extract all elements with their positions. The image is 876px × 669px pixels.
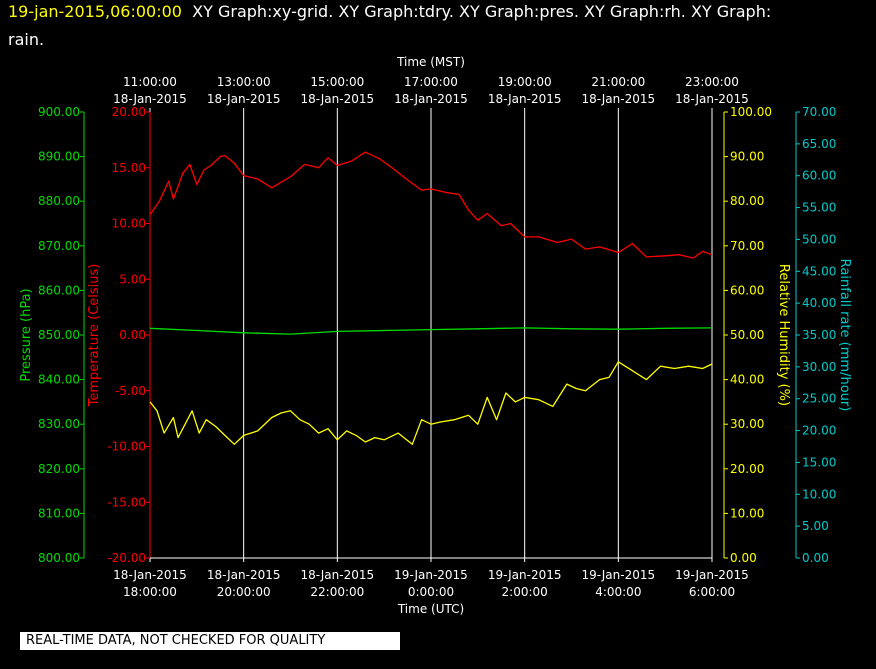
- top-tick-label-date: 18-Jan-2015: [113, 92, 187, 106]
- rain-axis-title: Rainfall rate (mm/hour): [837, 259, 852, 412]
- humidity-tick-label: 10.00: [730, 506, 764, 520]
- bottom-tick-label-date: 18-Jan-2015: [301, 568, 375, 582]
- data-series: [149, 151, 713, 445]
- humidity-tick-label: 80.00: [730, 194, 764, 208]
- pressure-tick-label: 890.00: [38, 150, 80, 164]
- rain-tick-label: 10.00: [802, 487, 836, 501]
- bottom-tick-label-time: 22:00:00: [310, 585, 364, 599]
- top-tick-label-date: 18-Jan-2015: [394, 92, 468, 106]
- humidity-tick-label: 0.00: [730, 551, 757, 565]
- series-pres-line: [149, 327, 713, 335]
- bottom-tick-label-time: 20:00:00: [217, 585, 271, 599]
- rain-tick-label: 25.00: [802, 392, 836, 406]
- temperature-tick-label: 10.00: [112, 217, 146, 231]
- top-axis-title: Time (MST): [396, 55, 465, 69]
- top-tick-label-date: 18-Jan-2015: [675, 92, 749, 106]
- rain-tick-label: 5.00: [802, 519, 829, 533]
- rain-tick-label: 30.00: [802, 360, 836, 374]
- temperature-axis-title: Temperature (Celsius): [87, 264, 102, 408]
- bottom-tick-label-date: 19-Jan-2015: [582, 568, 656, 582]
- rain-tick-label: 50.00: [802, 232, 836, 246]
- quality-disclaimer: REAL-TIME DATA, NOT CHECKED FOR QUALITY: [20, 632, 400, 650]
- series-tdry-line: [149, 151, 713, 259]
- top-tick-label-time: 11:00:00: [123, 75, 177, 89]
- top-tick-label-time: 21:00:00: [591, 75, 645, 89]
- pressure-tick-label: 850.00: [38, 328, 80, 342]
- temperature-tick-label: 5.00: [119, 272, 146, 286]
- top-tick-label-time: 13:00:00: [217, 75, 271, 89]
- temperature-tick-label: 20.00: [112, 105, 146, 119]
- humidity-axis-title: Relative Humidity (%): [776, 264, 791, 406]
- bottom-tick-label-date: 19-Jan-2015: [488, 568, 562, 582]
- bottom-tick-label-time: 2:00:00: [502, 585, 548, 599]
- temperature-tick-label: -20.00: [107, 551, 146, 565]
- rain-tick-label: 20.00: [802, 424, 836, 438]
- axes: [80, 108, 800, 562]
- rain-tick-label: 0.00: [802, 551, 829, 565]
- pressure-tick-label: 820.00: [38, 462, 80, 476]
- top-tick-label-time: 23:00:00: [685, 75, 739, 89]
- title-graph-list: XY Graph:xy-grid. XY Graph:tdry. XY Grap…: [192, 2, 772, 21]
- top-tick-label-date: 18-Jan-2015: [301, 92, 375, 106]
- top-tick-label-date: 18-Jan-2015: [582, 92, 656, 106]
- top-tick-label-date: 18-Jan-2015: [207, 92, 281, 106]
- temperature-tick-label: -5.00: [115, 384, 146, 398]
- rain-tick-label: 40.00: [802, 296, 836, 310]
- title-date: 19-jan-2015,06:00:00: [8, 2, 182, 21]
- bottom-axis-title: Time (UTC): [397, 602, 464, 616]
- series-rh-line: [149, 361, 713, 445]
- temperature-tick-label: -15.00: [107, 495, 146, 509]
- bottom-tick-label-date: 18-Jan-2015: [207, 568, 281, 582]
- top-tick-label-date: 18-Jan-2015: [488, 92, 562, 106]
- humidity-tick-label: 30.00: [730, 417, 764, 431]
- rain-tick-label: 35.00: [802, 328, 836, 342]
- pressure-tick-label: 830.00: [38, 417, 80, 431]
- bottom-tick-label-date: 19-Jan-2015: [675, 568, 749, 582]
- axis-labels: 11:00:00 18-Jan-2015 13:00:00 18-Jan-2015 15…: [19, 55, 852, 616]
- chart-title-line1: 19-jan-2015,06:00:00 XY Graph:xy-grid. X…: [8, 2, 771, 21]
- humidity-tick-label: 60.00: [730, 283, 764, 297]
- temperature-tick-label: 15.00: [112, 161, 146, 175]
- bottom-tick-label-date: 19-Jan-2015: [394, 568, 468, 582]
- top-tick-label-time: 17:00:00: [404, 75, 458, 89]
- rain-tick-label: 60.00: [802, 169, 836, 183]
- humidity-tick-label: 50.00: [730, 328, 764, 342]
- rain-tick-label: 45.00: [802, 264, 836, 278]
- bottom-tick-label-time: 18:00:00: [123, 585, 177, 599]
- bottom-tick-label-date: 18-Jan-2015: [113, 568, 187, 582]
- pressure-tick-label: 810.00: [38, 506, 80, 520]
- top-tick-label-time: 19:00:00: [498, 75, 552, 89]
- humidity-tick-label: 20.00: [730, 462, 764, 476]
- pressure-tick-label: 840.00: [38, 373, 80, 387]
- grid-lines: [243, 112, 619, 558]
- rain-tick-label: 70.00: [802, 105, 836, 119]
- bottom-tick-label-time: 0:00:00: [408, 585, 454, 599]
- humidity-tick-label: 70.00: [730, 239, 764, 253]
- humidity-tick-label: 90.00: [730, 150, 764, 164]
- pressure-tick-label: 800.00: [38, 551, 80, 565]
- chart-title-line2: rain.: [8, 30, 45, 49]
- top-tick-label-time: 15:00:00: [310, 75, 364, 89]
- rain-tick-label: 55.00: [802, 201, 836, 215]
- bottom-tick-label-time: 6:00:00: [689, 585, 735, 599]
- temperature-tick-label: -10.00: [107, 440, 146, 454]
- pressure-tick-label: 880.00: [38, 194, 80, 208]
- pressure-tick-label: 900.00: [38, 105, 80, 119]
- pressure-axis-title: Pressure (hPa): [19, 288, 34, 381]
- rain-tick-label: 65.00: [802, 137, 836, 151]
- bottom-tick-label-time: 4:00:00: [595, 585, 641, 599]
- temperature-tick-label: 0.00: [119, 328, 146, 342]
- humidity-tick-label: 100.00: [730, 105, 772, 119]
- humidity-tick-label: 40.00: [730, 373, 764, 387]
- pressure-tick-label: 860.00: [38, 283, 80, 297]
- pressure-tick-label: 870.00: [38, 239, 80, 253]
- rain-tick-label: 15.00: [802, 455, 836, 469]
